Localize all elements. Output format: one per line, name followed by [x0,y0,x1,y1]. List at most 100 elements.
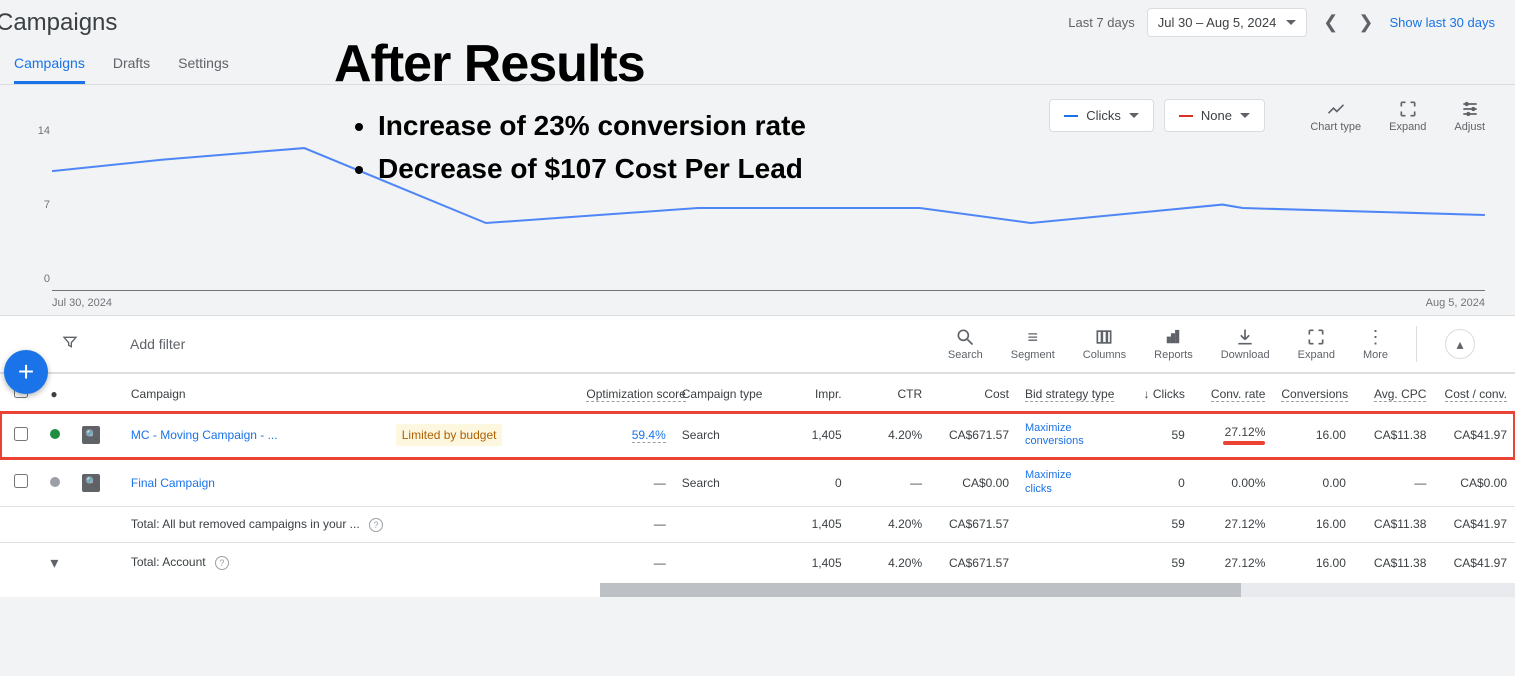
x-axis: Jul 30, 2024 Aug 5, 2024 [52,297,1485,309]
download-button[interactable]: Download [1221,327,1270,361]
y-axis: 14 7 0 [34,125,50,285]
impr-cell: 0 [769,459,850,506]
columns-icon [1094,327,1114,347]
collapse-panel-button[interactable]: ▴ [1445,329,1475,359]
info-icon[interactable]: ? [369,518,383,532]
actions-bar: Add filter Search ≡ Segment Columns Repo… [0,315,1515,372]
download-icon [1235,327,1255,347]
table-header-row: ● Campaign Optimization score Campaign t… [0,374,1515,412]
download-label: Download [1221,349,1270,361]
header-right: Last 7 days Jul 30 – Aug 5, 2024 ❮ ❯ Sho… [1068,8,1495,37]
chart-tools: Chart type Expand Adjust [1310,99,1485,133]
opt-score-header[interactable]: Optimization score [578,374,673,412]
chart-type-icon [1326,99,1346,119]
show-last-30-link[interactable]: Show last 30 days [1389,15,1495,30]
cost-conv-header[interactable]: Cost / conv. [1434,374,1515,412]
cost-cell: CA$671.57 [930,412,1017,459]
segment-button[interactable]: ≡ Segment [1011,327,1055,361]
conversions-cell: 0.00 [1273,459,1354,506]
chart-type-button[interactable]: Chart type [1310,99,1361,133]
opt-score-link[interactable]: 59.4% [632,428,666,443]
filter-left: Add filter [62,334,185,355]
reports-icon [1163,327,1183,347]
ctr-header[interactable]: CTR [850,374,931,412]
campaign-name-link[interactable]: MC - Moving Campaign - ... [131,428,278,442]
tab-campaigns[interactable]: Campaigns [14,45,85,84]
total-label: Total: Account ? [123,542,388,583]
horizontal-scrollbar[interactable] [600,583,1515,597]
expand-label: Expand [1389,121,1426,133]
more-icon: ⋮ [1365,327,1385,347]
cost-header[interactable]: Cost [930,374,1017,412]
bid-strategy-link[interactable]: Maximizeconversions [1025,422,1104,448]
status-paused-icon [50,477,60,487]
campaign-table: ● Campaign Optimization score Campaign t… [0,372,1515,597]
info-icon[interactable]: ? [215,556,229,570]
date-range-value: Jul 30 – Aug 5, 2024 [1158,15,1277,30]
search-type-icon: 🔍 [82,426,100,444]
chevron-down-icon[interactable]: ▾ [50,553,58,573]
campaign-type-cell: Search [674,412,769,459]
y-tick: 7 [44,199,50,211]
bid-strategy-link[interactable]: Maximizeclicks [1025,469,1104,495]
campaign-type-cell: Search [674,459,769,506]
conversions-cell: 16.00 [1273,412,1354,459]
clicks-header[interactable]: ↓ Clicks [1112,374,1193,412]
caret-down-icon [1286,20,1296,25]
status-header[interactable]: ● [42,374,74,412]
campaign-header[interactable]: Campaign [123,374,388,412]
caret-down-icon [1240,113,1250,118]
header-row: Campaigns Last 7 days Jul 30 – Aug 5, 20… [0,0,1515,37]
add-filter-button[interactable]: Add filter [130,336,185,352]
total-row: Total: All but removed campaigns in your… [0,506,1515,542]
x-baseline [52,290,1485,291]
conversions-header[interactable]: Conversions [1273,374,1354,412]
reports-button[interactable]: Reports [1154,327,1193,361]
legend-dash-red-icon [1179,115,1193,117]
chart-type-label: Chart type [1310,121,1361,133]
last-n-days-label: Last 7 days [1068,15,1135,30]
ctr-cell: 4.20% [850,412,931,459]
avg-cpc-cell: — [1354,459,1435,506]
search-icon [955,327,975,347]
campaign-type-header[interactable]: Campaign type [674,374,769,412]
metric-b-picker[interactable]: None [1164,99,1265,132]
table-row[interactable]: 🔍MC - Moving Campaign - ...Limited by bu… [0,412,1515,459]
row-checkbox[interactable] [14,427,28,441]
avg-cpc-header[interactable]: Avg. CPC [1354,374,1435,412]
table-row[interactable]: 🔍Final Campaign—Search0—CA$0.00Maximizec… [0,459,1515,506]
metric-pickers: Clicks None [1049,99,1265,132]
conv-rate-cell: 0.00% [1193,459,1274,506]
search-type-icon: 🔍 [82,474,100,492]
conv-rate-header[interactable]: Conv. rate [1193,374,1274,412]
new-campaign-fab[interactable]: + [4,350,48,394]
tab-drafts[interactable]: Drafts [113,45,150,84]
bid-header[interactable]: Bid strategy type [1017,374,1112,412]
prev-period-button[interactable]: ❮ [1319,12,1342,33]
date-range-picker[interactable]: Jul 30 – Aug 5, 2024 [1147,8,1308,37]
campaign-name-link[interactable]: Final Campaign [131,476,215,490]
metric-a-picker[interactable]: Clicks [1049,99,1154,132]
expand-chart-button[interactable]: Expand [1389,99,1426,133]
cost-cell: CA$0.00 [930,459,1017,506]
segment-icon: ≡ [1023,327,1043,347]
adjust-chart-button[interactable]: Adjust [1454,99,1485,133]
metric-a-label: Clicks [1086,108,1121,123]
impr-header[interactable]: Impr. [769,374,850,412]
metric-b-label: None [1201,108,1232,123]
columns-button[interactable]: Columns [1083,327,1126,361]
tabs: Campaigns Drafts Settings [0,37,1515,85]
avg-cpc-cell: CA$11.38 [1354,412,1435,459]
expand-table-button[interactable]: Expand [1298,327,1335,361]
x-tick-end: Aug 5, 2024 [1426,297,1485,309]
clicks-cell: 59 [1112,412,1193,459]
row-checkbox[interactable] [14,474,28,488]
search-button[interactable]: Search [948,327,983,361]
columns-label: Columns [1083,349,1126,361]
clicks-cell: 0 [1112,459,1193,506]
more-button[interactable]: ⋮ More [1363,327,1388,361]
filter-icon[interactable] [62,334,78,355]
next-period-button[interactable]: ❯ [1354,12,1377,33]
y-tick: 14 [38,125,50,137]
tab-settings[interactable]: Settings [178,45,229,84]
